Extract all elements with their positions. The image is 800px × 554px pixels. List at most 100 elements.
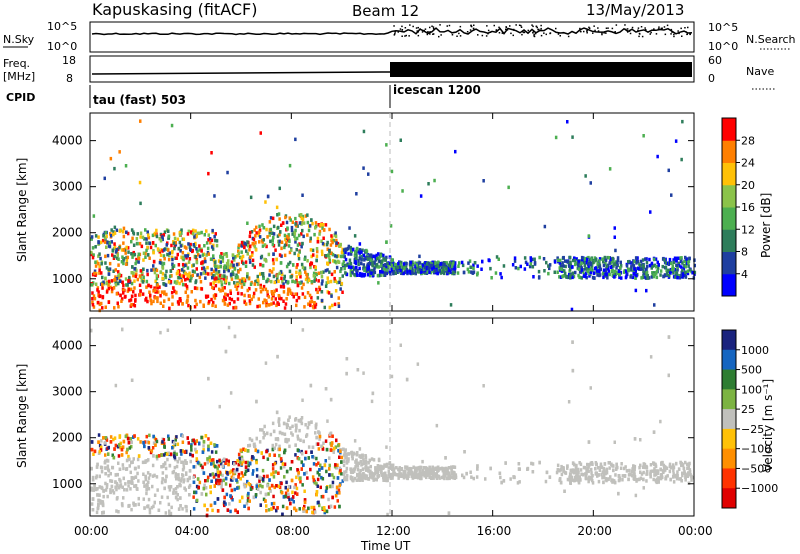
range-cell — [649, 355, 653, 359]
range-cell — [307, 278, 311, 282]
range-cell — [306, 476, 309, 480]
range-cell — [298, 428, 301, 433]
range-cell — [340, 472, 343, 476]
range-cell — [185, 461, 188, 465]
range-cell — [633, 259, 636, 264]
range-cell — [441, 469, 445, 473]
range-cell — [98, 294, 102, 298]
range-cell — [272, 429, 276, 434]
range-cell — [342, 260, 346, 264]
range-cell — [238, 499, 242, 503]
range-cell — [187, 303, 190, 308]
range-cell — [372, 254, 375, 258]
range-cell — [662, 274, 665, 279]
range-cell — [365, 248, 368, 253]
range-cell — [269, 239, 272, 244]
range-cell — [289, 218, 292, 222]
range-cell — [625, 269, 628, 273]
range-cell — [356, 464, 360, 468]
range-cell — [316, 477, 320, 482]
range-cell — [265, 299, 268, 303]
range-cell — [307, 506, 310, 511]
range-cell — [324, 223, 328, 227]
range-cell — [314, 302, 318, 307]
range-cell — [122, 257, 126, 261]
range-cell — [605, 477, 609, 482]
range-cell — [159, 239, 163, 243]
range-cell — [161, 272, 165, 276]
range-cell — [336, 463, 339, 467]
range-cell — [404, 465, 407, 469]
range-cell — [603, 462, 607, 466]
range-cell — [227, 462, 230, 467]
range-cell — [319, 222, 323, 227]
range-cell — [450, 468, 453, 472]
range-cell — [504, 461, 507, 465]
range-cell — [343, 266, 346, 271]
range-cell — [269, 227, 273, 232]
range-cell — [441, 261, 444, 266]
range-cell — [142, 267, 145, 271]
range-cell — [444, 472, 448, 476]
range-cell — [559, 275, 563, 279]
range-cell — [612, 259, 615, 263]
range-cell — [237, 462, 240, 467]
range-cell — [195, 457, 198, 461]
range-cell — [326, 276, 329, 280]
range-cell — [324, 459, 327, 463]
range-cell — [397, 467, 400, 472]
range-cell — [178, 273, 182, 277]
range-cell — [390, 374, 394, 379]
range-cell — [677, 256, 680, 260]
range-cell — [305, 433, 309, 437]
range-cell — [193, 305, 197, 309]
range-cell — [222, 478, 225, 483]
range-cell — [228, 502, 231, 506]
range-cell — [223, 286, 226, 290]
range-cell — [150, 449, 154, 453]
range-cell — [476, 264, 479, 268]
range-cell — [162, 248, 166, 252]
range-cell — [531, 462, 535, 466]
range-cell — [587, 264, 590, 269]
range-cell — [256, 282, 260, 286]
range-cell — [674, 269, 678, 273]
range-cell — [246, 479, 249, 484]
range-cell — [294, 237, 297, 241]
velocity-heatmap — [90, 325, 694, 518]
range-cell — [113, 225, 117, 230]
range-cell — [262, 300, 265, 305]
range-cell — [143, 237, 146, 241]
range-cell — [389, 476, 393, 480]
range-cell — [133, 267, 136, 271]
range-cell — [377, 265, 380, 269]
range-cell — [177, 269, 181, 273]
range-cell — [103, 236, 107, 240]
range-cell — [105, 281, 108, 286]
range-cell — [440, 466, 444, 471]
range-cell — [336, 499, 339, 503]
range-cell — [314, 278, 317, 282]
range-cell — [144, 255, 147, 259]
range-cell — [638, 263, 642, 268]
range-cell — [318, 287, 322, 292]
range-cell — [499, 272, 502, 276]
range-cell — [447, 263, 451, 267]
range-cell — [95, 260, 99, 264]
range-cell — [153, 288, 157, 292]
range-cell — [555, 470, 559, 475]
range-cell — [207, 252, 210, 256]
range-cell — [216, 466, 219, 470]
range-cell — [280, 481, 283, 486]
range-cell — [294, 280, 297, 284]
range-cell — [678, 276, 682, 280]
range-cell — [438, 269, 441, 273]
range-cell — [335, 238, 338, 243]
range-cell — [389, 272, 392, 276]
range-cell — [288, 239, 291, 244]
range-cell — [98, 485, 101, 489]
range-cell — [353, 234, 357, 238]
range-cell — [310, 505, 313, 510]
range-cell — [137, 256, 141, 261]
